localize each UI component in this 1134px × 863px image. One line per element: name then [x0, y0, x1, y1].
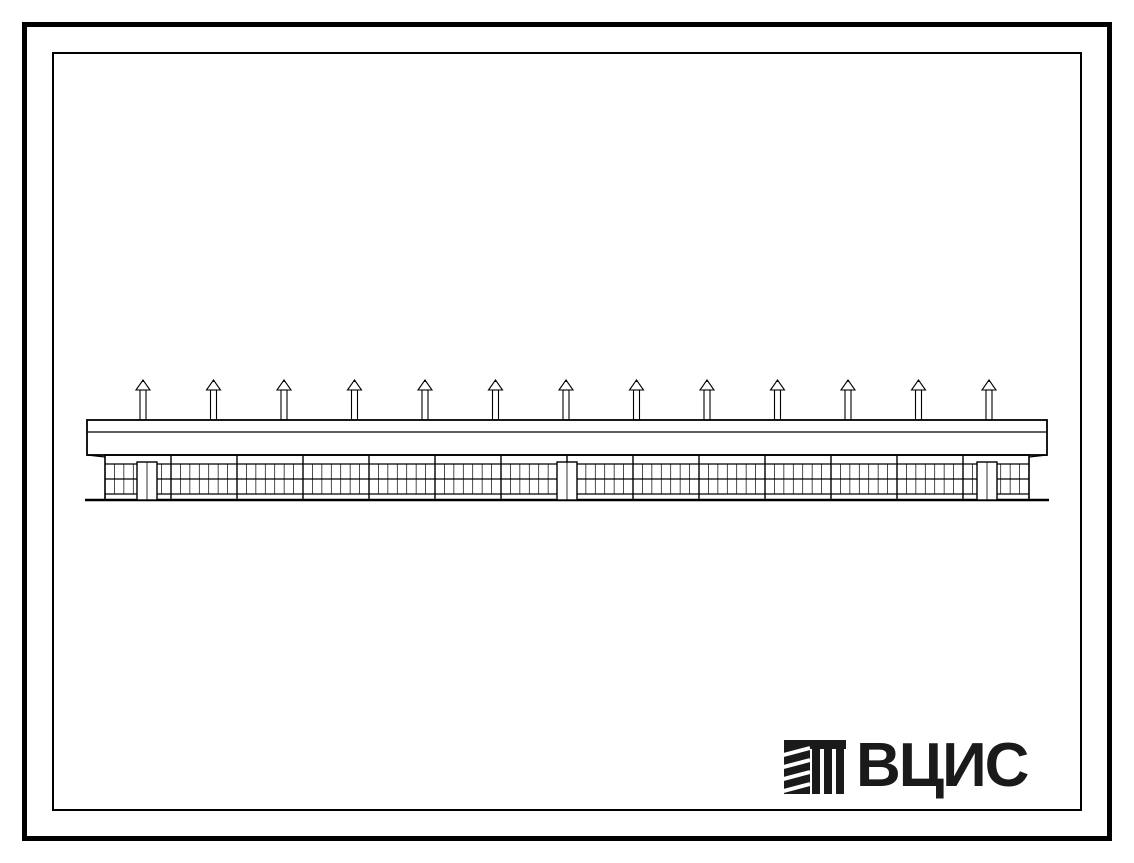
logo: ВЦИС: [780, 730, 1027, 801]
building-elevation-drawing: [85, 360, 1049, 520]
logo-icon: [780, 738, 850, 794]
logo-text: ВЦИС: [856, 730, 1027, 801]
